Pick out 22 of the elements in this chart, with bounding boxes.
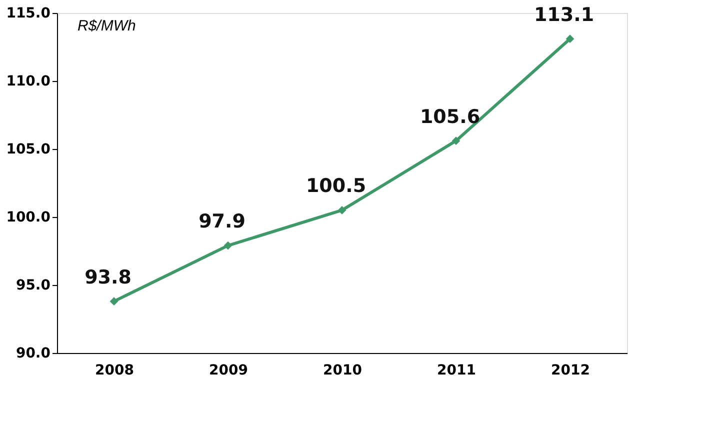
data-label: 113.1 <box>534 4 594 26</box>
y-tick-label: 100.0 <box>6 210 51 226</box>
y-tick-label: 90.0 <box>16 346 51 362</box>
x-tick-label: 2011 <box>437 362 476 378</box>
data-label: 97.9 <box>198 210 246 233</box>
x-tick-label: 2008 <box>95 362 134 378</box>
x-tick-label: 2012 <box>551 362 590 378</box>
x-tick-label: 2009 <box>209 362 248 378</box>
data-label: 100.5 <box>306 175 366 198</box>
point <box>110 297 118 306</box>
point <box>452 136 460 146</box>
y-axis-title: R$/MWh <box>78 18 136 34</box>
point <box>338 206 346 214</box>
data-label: 93.8 <box>84 266 132 288</box>
y-tick-label: 95.0 <box>16 278 51 294</box>
y-tick-label: 115.0 <box>6 6 51 22</box>
y-tick-label: 105.0 <box>6 142 51 158</box>
y-tick-label: 110.0 <box>6 74 51 90</box>
x-tick-label: 2010 <box>323 362 362 378</box>
data-label: 105.6 <box>420 106 480 128</box>
point <box>224 241 232 250</box>
point <box>566 34 574 44</box>
